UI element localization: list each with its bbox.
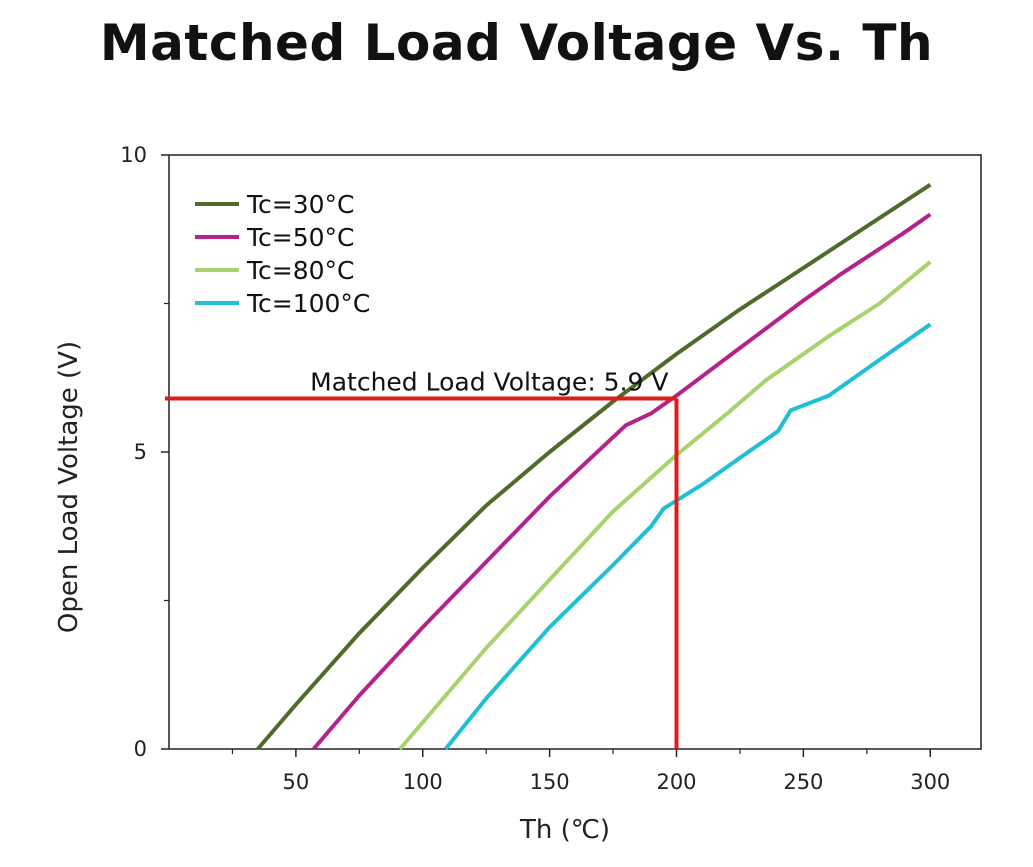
x-tick-label: 150 [530,770,570,794]
series-line-1 [256,183,932,751]
y-tick-label: 10 [120,143,147,167]
legend-label: Tc=100°C [246,289,370,318]
x-axis-label: Th (℃) [519,815,610,845]
series-line-2 [312,212,932,751]
x-tick-label: 200 [656,770,696,794]
series-line-4 [444,322,932,751]
x-tick-label: 300 [910,770,950,794]
legend-label: Tc=80°C [246,256,354,285]
y-tick-label: 5 [134,440,147,464]
x-tick-label: 250 [783,770,823,794]
annotation-label: Matched Load Voltage: 5.9 V [310,368,668,397]
series-group [256,183,932,751]
legend-label: Tc=30°C [246,190,354,219]
legend: Tc=30°C Tc=50°C Tc=80°C Tc=100°C [195,190,370,318]
y-axis-label: Open Load Voltage (V) [54,341,84,633]
x-tick-label: 50 [283,770,310,794]
legend-label: Tc=50°C [246,223,354,252]
x-tick-label: 100 [403,770,443,794]
chart-title: Matched Load Voltage Vs. Th [99,14,934,72]
x-axis-ticks: 50 100 150 200 250 300 [231,749,950,794]
y-tick-label: 0 [134,737,147,761]
y-axis-ticks: 0 5 10 [120,143,169,761]
annotation-group: Matched Load Voltage: 5.9 V [165,368,679,749]
